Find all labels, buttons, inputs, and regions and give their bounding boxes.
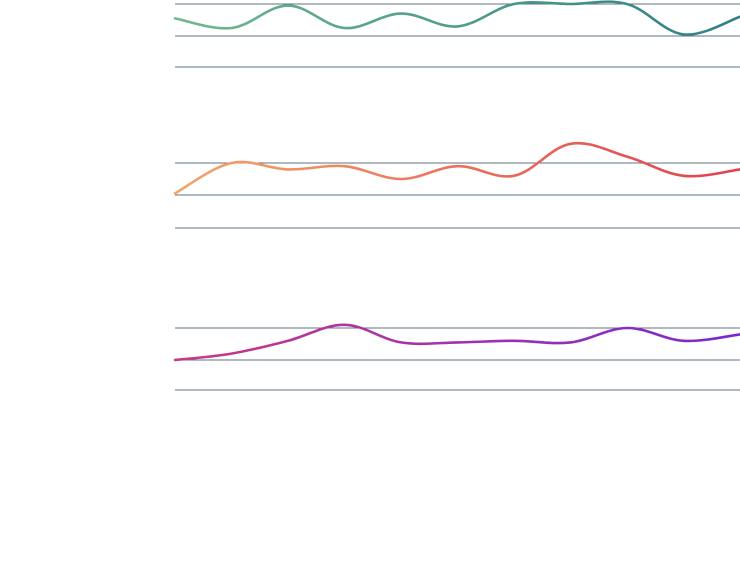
- grid-layer: [175, 3, 740, 391]
- series-line-panel-2: [173, 141, 740, 195]
- series-layer: [173, 0, 740, 362]
- series-line-panel-1: [173, 0, 740, 36]
- series-line-panel-3: [173, 323, 740, 362]
